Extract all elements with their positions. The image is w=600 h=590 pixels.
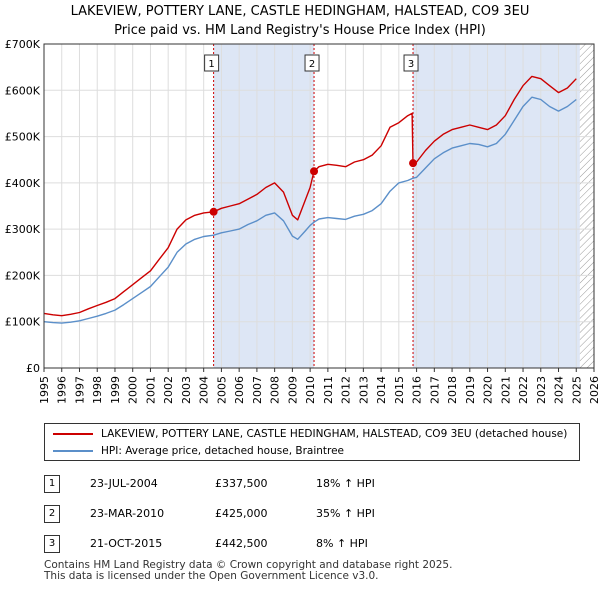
sale-badge-label-1: 1 — [208, 59, 214, 70]
series-line-hpi — [43, 96, 577, 324]
x-tick-label: 2017 — [428, 376, 441, 404]
legend-property-swatch — [53, 433, 93, 435]
x-tick-label: 2008 — [269, 376, 282, 404]
sale-point-3 — [409, 159, 418, 168]
sale-row-badge: 2 — [44, 505, 60, 523]
sale-date: 23-JUL-2004 — [90, 477, 158, 490]
x-tick-label: 2001 — [144, 376, 157, 404]
sale-badge-label-2: 2 — [309, 59, 315, 70]
x-tick-label: 2018 — [446, 376, 459, 404]
x-tick-label: 2006 — [233, 376, 246, 404]
forecast-hatch — [579, 44, 594, 368]
sale-date: 23-MAR-2010 — [90, 507, 165, 520]
x-tick-label: 2021 — [499, 376, 512, 404]
x-tick-label: 1997 — [73, 376, 86, 404]
y-tick-label: £700K — [5, 38, 41, 51]
sale-badge-1 — [204, 54, 220, 72]
x-tick-label: 2009 — [286, 376, 299, 404]
x-tick-label: 2026 — [588, 376, 600, 404]
x-tick-label: 1996 — [56, 376, 69, 404]
y-tick-label: £300K — [5, 223, 41, 236]
chart-title-line-2: Price paid vs. HM Land Registry's House … — [114, 23, 486, 38]
sale-badge-3 — [403, 54, 419, 72]
sale-price: £425,000 — [215, 507, 268, 520]
sale-date: 21-OCT-2015 — [90, 537, 163, 550]
legend-property-label: LAKEVIEW, POTTERY LANE, CASTLE HEDINGHAM… — [101, 428, 568, 440]
x-tick-label: 2011 — [322, 376, 335, 404]
x-tick-label: 2024 — [553, 376, 566, 404]
shaded-span-2 — [413, 44, 580, 368]
x-tick-label: 1998 — [91, 376, 104, 404]
y-tick-label: £0 — [26, 362, 40, 375]
y-tick-label: £500K — [5, 131, 41, 144]
sale-row: 1 23-JUL-2004 £337,500 18% ↑ HPI — [0, 475, 600, 495]
x-tick-label: 2007 — [251, 376, 264, 404]
sale-hpi-change: 35% ↑ HPI — [316, 507, 375, 520]
sale-row-badge: 1 — [44, 475, 60, 493]
sale-price: £337,500 — [215, 477, 268, 490]
price-chart: £0 £100K £200K £300K £400K £500K £600K £700K 199… — [5, 38, 600, 404]
x-tick-label: 2012 — [340, 376, 353, 404]
x-tick-label: 2019 — [464, 376, 477, 404]
x-tick-label: 2022 — [517, 376, 530, 404]
y-tick-label: £400K — [5, 177, 41, 190]
y-tick-label: £200K — [5, 269, 41, 282]
x-tick-label: 2015 — [393, 376, 406, 404]
x-tick-label: 2020 — [482, 376, 495, 404]
chart-title-line-1: LAKEVIEW, POTTERY LANE, CASTLE HEDINGHAM… — [70, 4, 530, 19]
sale-hpi-change: 8% ↑ HPI — [316, 537, 368, 550]
x-tick-label: 1995 — [38, 376, 51, 404]
x-tick-label: 2013 — [357, 376, 370, 404]
x-tick-label: 2025 — [570, 376, 583, 404]
sale-badge-2 — [304, 54, 320, 72]
sale-row: 2 23-MAR-2010 £425,000 35% ↑ HPI — [0, 505, 600, 525]
y-tick-label: £100K — [5, 316, 41, 329]
x-tick-label: 2014 — [375, 376, 388, 404]
x-tick-label: 2004 — [198, 376, 211, 404]
y-tick-label: £600K — [5, 84, 41, 97]
footer: Contains HM Land Registry data © Crown c… — [44, 560, 452, 582]
sale-row-badge: 3 — [44, 535, 60, 553]
x-tick-label: 2005 — [215, 376, 228, 404]
x-tick-label: 2023 — [535, 376, 548, 404]
legend-hpi-label: HPI: Average price, detached house, Brai… — [101, 445, 345, 457]
plot-frame — [43, 43, 595, 369]
x-tick-label: 2000 — [127, 376, 140, 404]
legend-hpi-swatch — [53, 450, 93, 452]
x-tick-label: 2016 — [411, 376, 424, 404]
sale-row: 3 21-OCT-2015 £442,500 8% ↑ HPI — [0, 535, 600, 555]
sale-badge-label-3: 3 — [408, 59, 414, 70]
x-tick-label: 2010 — [304, 376, 317, 404]
x-tick-label: 2003 — [180, 376, 193, 404]
sale-point-2 — [310, 167, 319, 176]
sale-hpi-change: 18% ↑ HPI — [316, 477, 375, 490]
footer-copyright: Contains HM Land Registry data © Crown c… — [44, 559, 453, 571]
sale-price: £442,500 — [215, 537, 268, 550]
chart-legend: LAKEVIEW, POTTERY LANE, CASTLE HEDINGHAM… — [44, 423, 580, 461]
x-tick-label: 2002 — [162, 376, 175, 404]
x-tick-label: 1999 — [109, 376, 122, 404]
sale-point-1 — [209, 207, 218, 216]
footer-licence: This data is licensed under the Open Gov… — [44, 570, 379, 582]
